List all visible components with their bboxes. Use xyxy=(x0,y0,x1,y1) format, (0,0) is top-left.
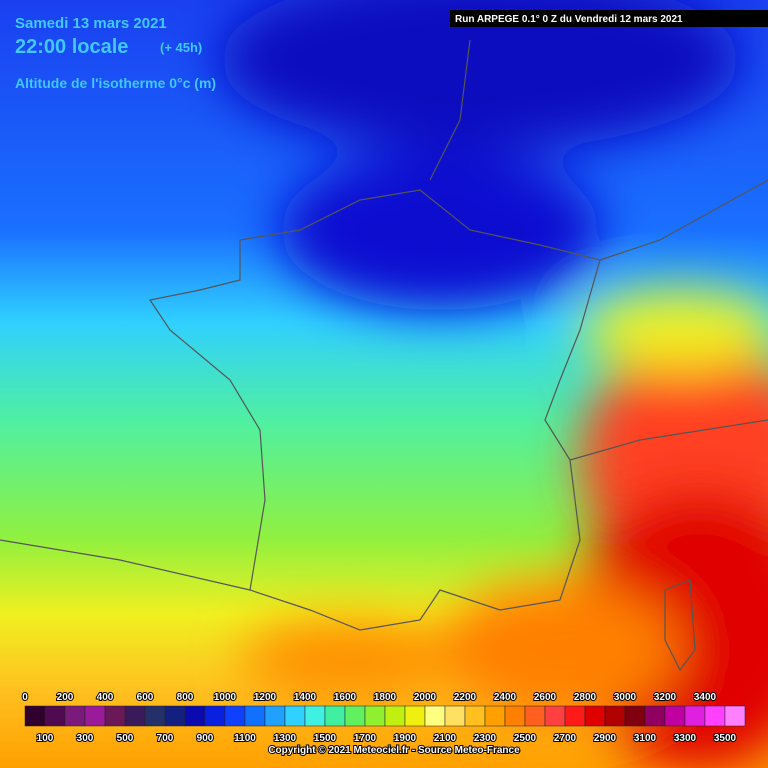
legend-swatch xyxy=(644,705,666,727)
legend-label: 1500 xyxy=(314,733,337,744)
borders xyxy=(0,39,768,672)
legend-swatch xyxy=(484,705,506,727)
legend-label: 1400 xyxy=(294,692,317,703)
legend-label: 3100 xyxy=(634,733,657,744)
legend-label: 200 xyxy=(57,692,74,703)
legend-swatch xyxy=(284,705,306,727)
legend-label: 800 xyxy=(177,692,194,703)
legend-label: 300 xyxy=(77,733,94,744)
legend-label: 2800 xyxy=(574,692,597,703)
legend-swatch xyxy=(704,705,726,727)
legend-swatch xyxy=(504,705,526,727)
legend-swatch xyxy=(604,705,626,727)
legend-swatch xyxy=(164,705,186,727)
legend-label: 3300 xyxy=(674,733,697,744)
legend-label: 1200 xyxy=(254,692,277,703)
legend-swatch xyxy=(204,705,226,727)
run-info: Run ARPEGE 0.1° 0 Z du Vendredi 12 mars … xyxy=(455,14,683,25)
legend-label: 1900 xyxy=(394,733,417,744)
legend-swatch xyxy=(344,705,366,727)
legend-swatch xyxy=(364,705,386,727)
legend-label: 2200 xyxy=(454,692,477,703)
legend-swatch xyxy=(524,705,546,727)
legend-swatch xyxy=(444,705,466,727)
legend-label: 0 xyxy=(22,692,28,703)
time: 22:00 locale xyxy=(15,36,128,58)
legend-label: 2900 xyxy=(594,733,617,744)
legend-label: 1000 xyxy=(214,692,237,703)
date: Samedi 13 mars 2021 xyxy=(15,15,167,32)
legend-swatch xyxy=(684,705,706,727)
legend-swatch xyxy=(184,705,206,727)
legend-swatch xyxy=(464,705,486,727)
legend-swatch xyxy=(84,705,106,727)
legend-swatch xyxy=(304,705,326,727)
legend-label: 3500 xyxy=(714,733,737,744)
legend-swatch xyxy=(64,705,86,727)
legend-label: 1300 xyxy=(274,733,297,744)
legend-label: 2100 xyxy=(434,733,457,744)
legend-label: 2000 xyxy=(414,692,437,703)
legend-swatch xyxy=(24,705,46,727)
legend-label: 1700 xyxy=(354,733,377,744)
legend-label: 1800 xyxy=(374,692,397,703)
legend-label: 700 xyxy=(157,733,174,744)
legend-label: 1600 xyxy=(334,692,357,703)
legend-swatch xyxy=(384,705,406,727)
legend-label: 2300 xyxy=(474,733,497,744)
run-box xyxy=(450,10,768,27)
legend-label: 100 xyxy=(37,733,54,744)
legend-swatch xyxy=(44,705,66,727)
legend-label: 400 xyxy=(97,692,114,703)
legend-label: 900 xyxy=(197,733,214,744)
lead: (+ 45h) xyxy=(160,40,202,55)
legend-swatch xyxy=(624,705,646,727)
legend-label: 2400 xyxy=(494,692,517,703)
legend-label: 600 xyxy=(137,692,154,703)
legend-label: 1100 xyxy=(234,733,256,744)
legend-label: 3200 xyxy=(654,692,677,703)
legend: 0 100 200 300 400 500 600 700 800 900 1000 1100 1200… xyxy=(21,691,746,745)
legend-swatch xyxy=(664,705,686,727)
legend-swatch xyxy=(264,705,286,727)
legend-label: 3400 xyxy=(694,692,717,703)
legend-swatch xyxy=(564,705,586,727)
legend-label: 2500 xyxy=(514,733,537,744)
isotherm-field xyxy=(220,0,768,768)
legend-swatch xyxy=(584,705,606,727)
legend-swatch xyxy=(544,705,566,727)
legend-swatch xyxy=(104,705,126,727)
legend-label: 3000 xyxy=(614,692,637,703)
legend-swatch xyxy=(724,705,746,727)
legend-label: 500 xyxy=(117,733,134,744)
legend-label: 2700 xyxy=(554,733,577,744)
legend-swatch xyxy=(424,705,446,727)
parameter: Altitude de l'isotherme 0°c (m) xyxy=(15,75,216,91)
legend-swatch xyxy=(324,705,346,727)
legend-label: 2600 xyxy=(534,692,557,703)
legend-swatch xyxy=(404,705,426,727)
legend-swatch xyxy=(224,705,246,727)
copyright: Copyright © 2021 Meteociel.fr - Source M… xyxy=(268,745,520,756)
legend-swatch xyxy=(124,705,146,727)
legend-swatch xyxy=(144,705,166,727)
legend-swatch xyxy=(244,705,266,727)
